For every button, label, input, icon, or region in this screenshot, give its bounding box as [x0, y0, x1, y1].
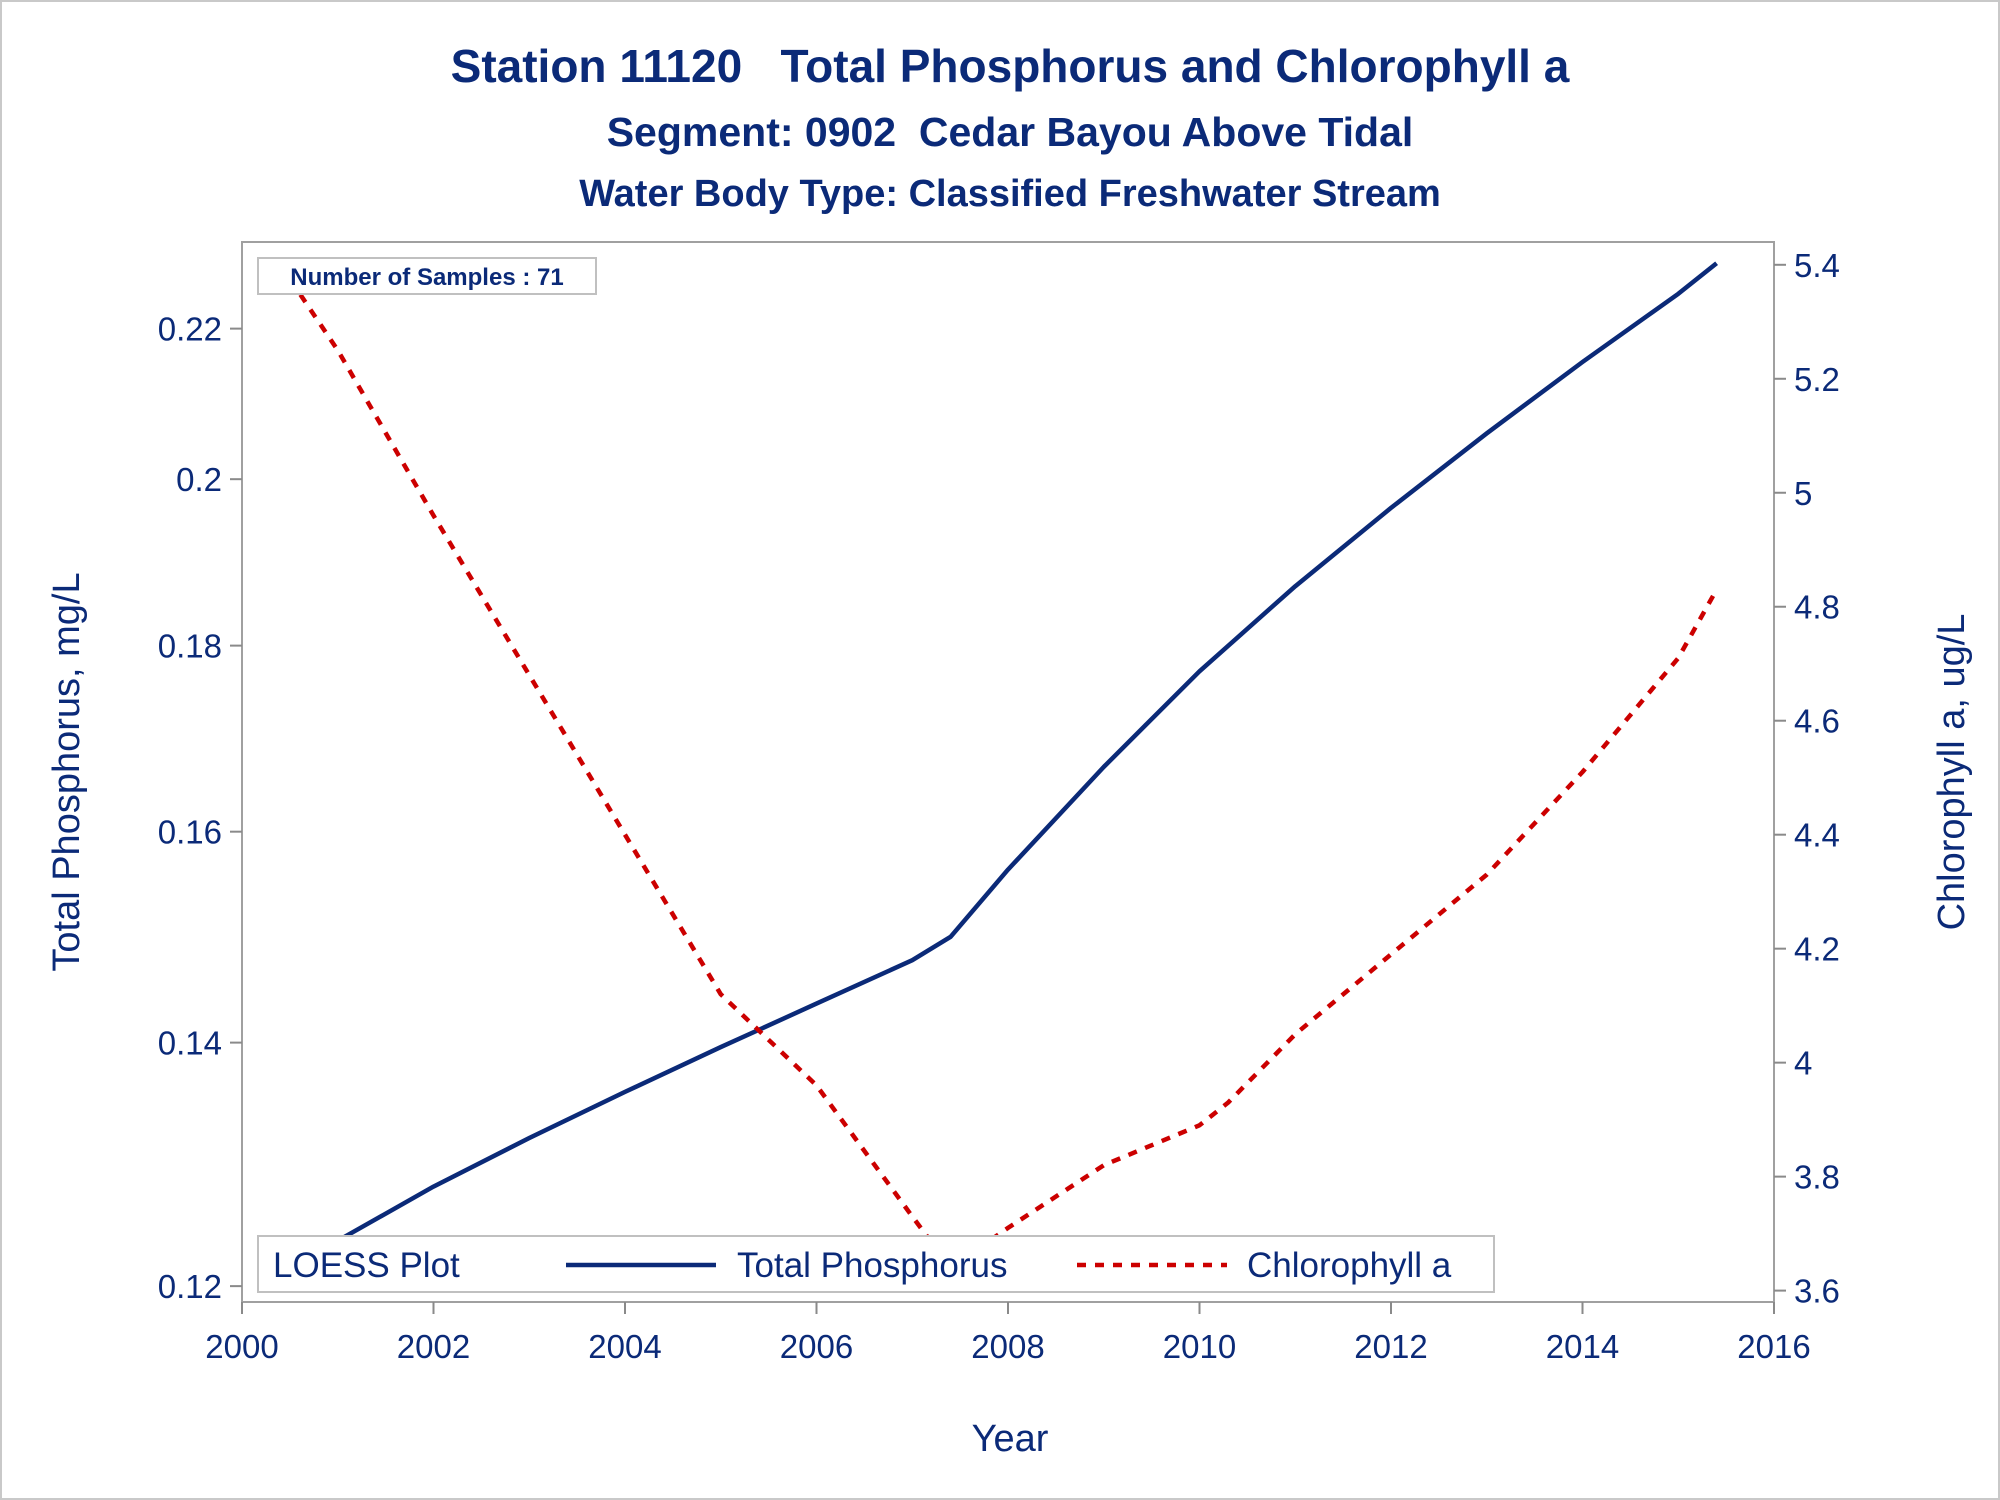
y2-tick-label: 3.6: [1794, 1273, 1840, 1310]
y2-tick-label: 4.8: [1794, 589, 1840, 626]
x-axis-title: Year: [972, 1418, 1049, 1460]
y2-tick-label: 5: [1794, 475, 1812, 512]
y2-tick-label: 4: [1794, 1045, 1812, 1082]
sample-count-text: Number of Samples : 71: [290, 264, 563, 291]
series-layer: [278, 261, 1719, 1272]
y2-tick-label: 5.4: [1794, 247, 1840, 284]
legend-label-total-phosphorus: Total Phosphorus: [737, 1246, 1007, 1285]
x-tick-label: 2006: [780, 1328, 853, 1365]
y-axis-left: 0.12 0.14 0.16 0.18 0.2 0.22: [158, 311, 242, 1305]
y-tick-label: 0.16: [158, 814, 222, 851]
y-axis-right: 3.6 3.8 4 4.2 4.4 4.6 4.8 5 5.2 5.4: [1774, 247, 1840, 1310]
legend-title: LOESS Plot: [273, 1246, 460, 1285]
y-axis-title: Total Phosphorus, mg/L: [46, 572, 88, 971]
y-tick-label: 0.2: [176, 461, 222, 498]
y2-axis-title: Chlorophyll a, ug/L: [1931, 614, 1973, 931]
x-tick-label: 2012: [1354, 1328, 1427, 1365]
x-tick-label: 2010: [1163, 1328, 1236, 1365]
chart-title: Station 11120 Total Phosphorus and Chlor…: [451, 40, 1570, 92]
y2-tick-label: 5.2: [1794, 361, 1840, 398]
x-tick-label: 2000: [205, 1328, 278, 1365]
x-axis: 2000 2002 2004 2006 2008 2010 2012 2014 2016: [205, 1302, 1811, 1365]
series-line-chlorophyll-a: [278, 263, 1719, 1271]
y-tick-label: 0.14: [158, 1025, 222, 1062]
y2-tick-label: 4.2: [1794, 931, 1840, 968]
y2-tick-label: 4.4: [1794, 817, 1840, 854]
y-tick-label: 0.22: [158, 311, 222, 348]
chart-subtitle: Segment: 0902 Cedar Bayou Above Tidal: [607, 109, 1414, 155]
y-tick-label: 0.12: [158, 1268, 222, 1305]
y2-tick-label: 3.8: [1794, 1159, 1840, 1196]
legend: LOESS Plot Total Phosphorus Chlorophyll …: [257, 1235, 1495, 1293]
x-tick-label: 2014: [1546, 1328, 1619, 1365]
sample-count-box: Number of Samples : 71: [257, 257, 597, 295]
x-tick-label: 2008: [971, 1328, 1044, 1365]
x-tick-label: 2002: [397, 1328, 470, 1365]
legend-label-chlorophyll-a: Chlorophyll a: [1247, 1246, 1452, 1285]
x-tick-label: 2004: [588, 1328, 661, 1365]
plot-area: [241, 241, 1775, 1303]
y-tick-label: 0.18: [158, 628, 222, 665]
series-line-total-phosphorus: [279, 261, 1719, 1272]
y2-tick-label: 4.6: [1794, 703, 1840, 740]
chart-subtitle-2: Water Body Type: Classified Freshwater S…: [579, 173, 1441, 215]
x-tick-label: 2016: [1737, 1328, 1810, 1365]
